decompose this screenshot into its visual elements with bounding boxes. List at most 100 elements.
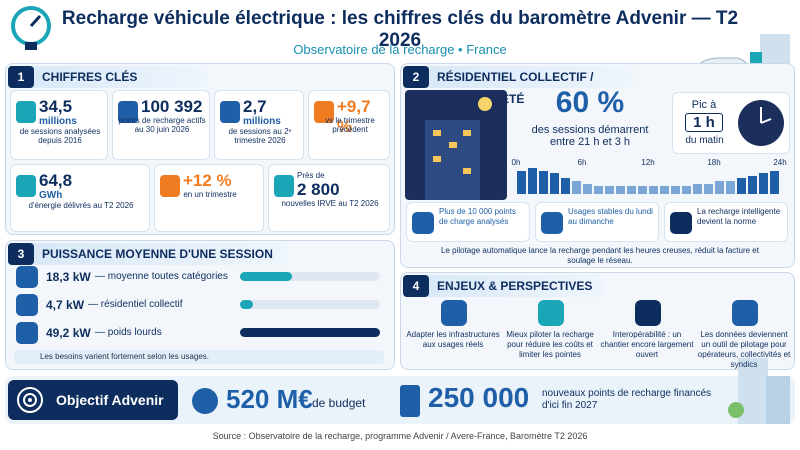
residential-card: Usages stables du lundi au dimanche [535,202,659,242]
hour-label: 6h [577,158,587,167]
key-figure-prefix: Près de [297,171,325,180]
key-figure-desc: en un trimestre [183,190,237,199]
residential-note: Le pilotage automatique lance la recharg… [441,246,759,265]
hour-bar [704,183,713,194]
section-number: 4 [403,275,429,297]
section-title: PUISSANCE MOYENNE D'UNE SESSION [42,247,273,261]
outlook-icon [538,300,564,326]
outlook-icon [635,300,661,326]
buildings-illustration [728,358,790,424]
hour-label: 0h [511,158,521,167]
power-label: 18,3 kW [46,270,91,284]
outlook-icon [441,300,467,326]
title: Recharge véhicule électrique : les chiff… [61,8,739,51]
key-figure-unit: GWh [39,190,63,201]
charger-icon [400,385,420,417]
key-figure-desc: points de recharge actifs au 30 juin 202… [118,116,206,134]
key-figure-card: +12 % en un trimestre [154,164,264,232]
card-icon [670,212,692,234]
residential-card: Plus de 10 000 points de charge analysés [406,202,530,242]
hour-bar [759,173,768,194]
power-label: 4,7 kW [46,298,85,312]
hour-bar [715,181,724,194]
outlook-text: Adapter les infrastructures aux usages r… [406,330,500,349]
key-figure-value: 2 800 [297,180,340,199]
section-number: 1 [8,66,34,88]
key-figure-icon [118,101,138,123]
hour-bar [726,181,735,194]
power-bar [240,272,293,281]
card-text: La recharge intelligente devient la norm… [697,207,781,226]
hour-bar [682,186,691,194]
budget-value: 520 M€ [226,384,313,414]
key-figure-value: 64,8 [39,171,73,190]
key-figure-value: 2,7 [243,97,267,116]
power-bar [240,328,380,337]
budget-icon [192,388,218,414]
points-value: 250 000 [428,382,530,413]
key-figure-icon [220,101,240,123]
hour-bar [649,186,658,194]
section-header: 3 PUISSANCE MOYENNE D'UNE SESSION [8,243,288,265]
peak-value: 1 h [685,113,723,132]
power-track [240,272,380,281]
key-figure-desc: nouvelles IRVE au T2 2026 [281,199,379,208]
card-icon [541,212,563,234]
hour-bar [660,186,669,194]
hour-label: 12h [641,158,655,167]
hour-bar [671,186,680,194]
subtitle: Observatoire de la recharge • France [293,42,507,57]
card-text: Usages stables du lundi au dimanche [568,207,653,226]
key-figure-card: +9,7 % vs le trimestre précédent [308,90,390,160]
key-figure-icon [16,175,36,197]
section-title: CHIFFRES CLÉS [42,70,138,84]
card-icon [412,212,434,234]
key-figure-desc: de sessions analysées depuis 2016 [19,127,101,145]
power-label: 49,2 kW [46,326,91,340]
power-icon [16,294,38,316]
section-number: 2 [403,66,429,88]
peak-prefix: Pic à [691,99,717,111]
hour-label: 24h [773,158,787,167]
key-figure-desc: de sessions au 2ᵉ trimestre 2026 [228,127,292,145]
hour-bar [693,183,702,194]
key-figure-card: 64,8 GWh d'énergie délivrés au T2 2026 [10,164,150,232]
outlook-text: Mieux piloter la recharge pour réduire l… [506,330,594,359]
peak-suffix: du matin [685,135,724,146]
key-figure-value: +9,7 % [337,97,371,136]
key-figure-card: 34,5 millions de sessions analysées depuis… [10,90,108,160]
key-figure-card: 2,7 millions de sessions au 2ᵉ trimestre 2… [214,90,304,160]
key-figure-unit: millions [39,116,77,127]
power-desc: — poids lourds [95,327,162,338]
section-number: 3 [8,243,34,265]
share-text: des sessions démarrent entre 21 h et 3 h [531,124,649,148]
hour-label: 18h [707,158,721,167]
key-figure-desc: vs le trimestre précédent [325,116,375,134]
hour-bar [770,170,779,194]
power-icon [16,322,38,344]
hour-bar [561,178,570,194]
key-figure-desc: d'énergie délivrés au T2 2026 [28,201,134,210]
source: Source : Observatoire de la recharge, pr… [212,431,588,441]
power-track [240,300,380,309]
section-title: ENJEUX & PERSPECTIVES [437,279,593,293]
key-figure-icon [314,101,334,123]
hour-bar [605,186,614,194]
hour-bar [572,181,581,194]
card-text: Plus de 10 000 points de charge analysés [439,207,516,226]
key-figure-value: +12 % [183,171,232,190]
key-figure-icon [274,175,294,197]
target-icon [17,387,43,413]
clock-icon [738,100,784,146]
hour-bar [748,175,757,194]
points-text: nouveaux points de recharge financés d'i… [542,388,712,411]
power-icon [16,266,38,288]
key-figure-icon [16,101,36,123]
hour-bar [627,186,636,194]
hour-bar [594,186,603,194]
budget-text: de budget [312,396,366,410]
key-figure-card: Près de 2 800 nouvelles IRVE au T2 2026 [268,164,390,232]
residential-card: La recharge intelligente devient la norm… [664,202,788,242]
